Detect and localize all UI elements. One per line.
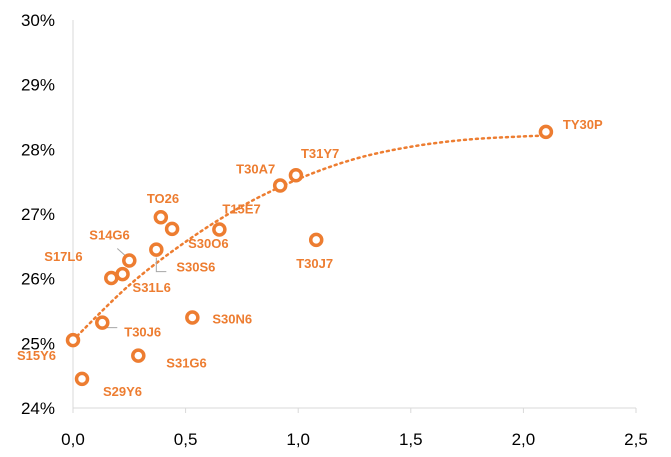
y-axis-tick-labels: 24% 25% 26% 27% 28% 29% 30%: [21, 11, 55, 418]
data-point: [122, 253, 137, 268]
data-point: [149, 242, 164, 257]
data-label: T30A7: [236, 162, 275, 177]
data-point: [153, 209, 169, 225]
data-point: [95, 315, 110, 330]
y-tick-label: 25%: [21, 334, 55, 353]
data-point: [538, 124, 554, 140]
data-label: S31G6: [166, 356, 206, 371]
data-label: S30S6: [176, 260, 215, 275]
data-point: [164, 221, 180, 237]
data-label: TY30P: [563, 117, 603, 132]
data-label: S15Y6: [17, 348, 56, 363]
data-label: T30J6: [124, 325, 161, 340]
data-points: [65, 124, 554, 387]
x-tick-label: 2,0: [512, 430, 536, 449]
data-label: T30J7: [296, 256, 333, 271]
data-labels: S15Y6 S29Y6 T30J6 S17L6 S31L6 S14G6 S31G6 S30S6…: [17, 117, 603, 399]
y-tick-label: 28%: [21, 140, 55, 159]
data-label: S30N6: [212, 311, 252, 326]
data-label: T15E7: [222, 202, 260, 217]
data-point: [131, 348, 146, 363]
y-tick-label: 24%: [21, 399, 55, 418]
data-point: [272, 178, 288, 193]
y-tick-label: 26%: [21, 270, 55, 289]
y-tick-label: 29%: [21, 76, 55, 95]
y-tick-label: 30%: [21, 11, 55, 30]
x-tick-label: 1,0: [286, 430, 310, 449]
x-tick-label: 2,5: [624, 430, 648, 449]
data-point: [74, 371, 90, 387]
x-axis-tick-marks: [72, 408, 637, 413]
data-point: [308, 232, 324, 248]
data-label: S29Y6: [103, 384, 142, 399]
data-point: [288, 167, 304, 183]
x-tick-label: 0,0: [61, 430, 85, 449]
trendline: [71, 134, 548, 342]
x-tick-label: 0,5: [174, 430, 198, 449]
y-tick-label: 27%: [21, 205, 55, 224]
data-point: [104, 270, 119, 286]
data-point: [115, 266, 130, 282]
data-point: [212, 222, 227, 237]
data-label: T31Y7: [301, 146, 339, 161]
data-label: S31L6: [133, 280, 171, 295]
data-label: TO26: [147, 191, 179, 206]
x-tick-label: 1,5: [399, 430, 423, 449]
data-label: S30O6: [188, 236, 228, 251]
data-label: S17L6: [44, 249, 82, 264]
label-leader-line: [155, 257, 167, 273]
data-point: [185, 310, 200, 325]
data-point: [65, 332, 81, 348]
x-axis-tick-labels: 0,0 0,5 1,0 1,5 2,0 2,5: [61, 430, 648, 449]
data-label: S14G6: [89, 228, 129, 243]
